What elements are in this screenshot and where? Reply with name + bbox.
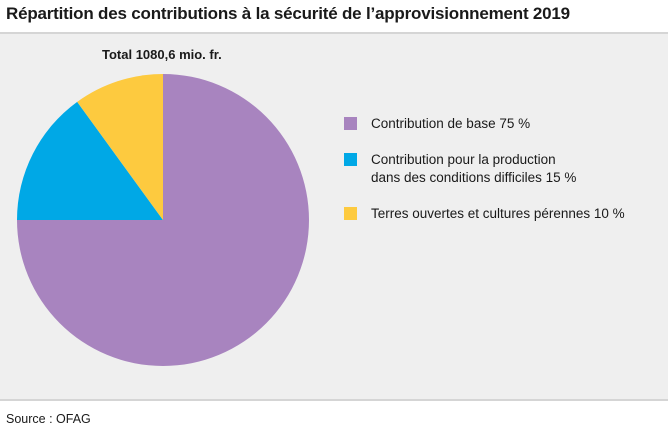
legend-label-2-line-1: Contribution pour la production [371,152,556,167]
pie-chart [17,74,309,366]
total-label: Total 1080,6 mio. fr. [102,47,222,62]
legend-swatch-2 [344,153,357,166]
source-note: Source : OFAG [6,412,91,426]
legend-item-2: Contribution pour la production dans des … [344,151,654,187]
pie-slice-3 [77,74,163,220]
legend-swatch-3 [344,207,357,220]
legend-label-1-line-1: Contribution de base 75 % [371,116,531,131]
pie-slice-2 [17,101,163,220]
chart-panel: Total 1080,6 mio. fr. Contribution de ba… [0,32,668,401]
legend-item-1: Contribution de base 75 % [344,115,654,133]
legend-swatch-1 [344,117,357,130]
legend: Contribution de base 75 % Contribution po… [344,115,654,241]
legend-label-3-line-1: Terres ouvertes et cultures pérennes 10 … [371,206,625,221]
legend-item-3: Terres ouvertes et cultures pérennes 10 … [344,205,654,223]
legend-label-2-line-2: dans des conditions difficiles 15 % [371,170,577,185]
chart-title: Répartition des contributions à la sécur… [6,4,570,23]
